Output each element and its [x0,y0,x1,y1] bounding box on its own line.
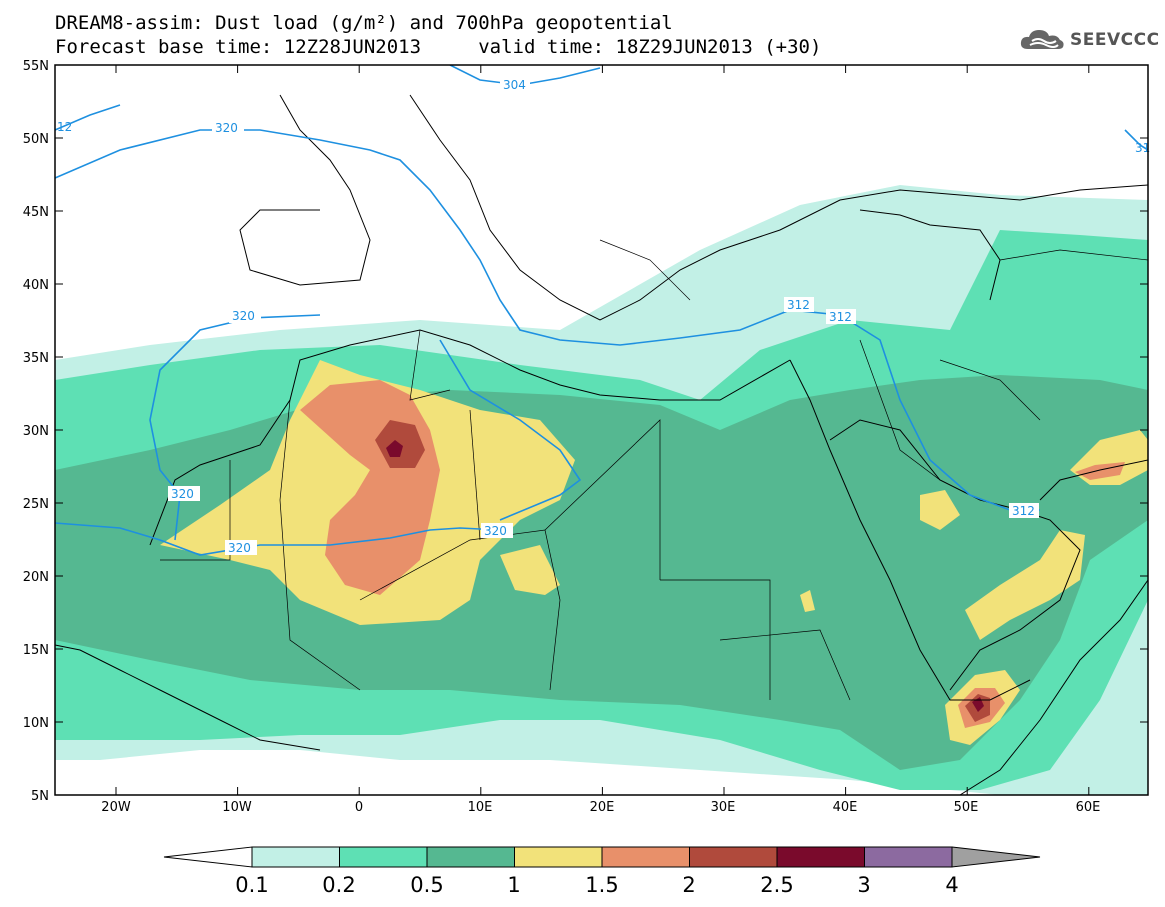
colorbar-label: 4 [945,873,958,897]
lon-label: 20E [590,800,615,815]
lat-label: 20N [23,570,49,585]
contour-label: 31 [1135,141,1150,155]
lat-label: 10N [23,716,49,731]
lat-label: 15N [23,643,49,658]
dust-field [55,65,1148,795]
latitude-labels: 55N 50N 45N 40N 35N 30N 25N 20N 15N 10N … [23,59,49,804]
colorbar-box [601,846,690,868]
colorbar-low-arrow [163,846,253,868]
lat-label: 40N [23,278,49,293]
lat-label: 35N [23,351,49,366]
colorbar-boxes [251,846,953,868]
colorbar-label: 1 [507,873,520,897]
contour-label: 312 [829,310,852,324]
lon-label: 40E [833,800,858,815]
colorbar-high-arrow [951,846,1041,868]
lat-label: 55N [23,59,49,74]
colorbar-box [689,846,778,868]
colorbar: 0.1 0.2 0.5 1 1.5 2 2.5 3 4 [163,846,1041,897]
logo-text: SEEVCCC [1070,30,1160,50]
colorbar-box [339,846,428,868]
colorbar-label: 0.1 [235,873,268,897]
seevccc-logo: SEEVCCC [1018,27,1160,53]
contour-label: 320 [215,121,238,135]
lat-label: 50N [23,132,49,147]
lon-label: 10E [468,800,493,815]
colorbar-box [776,846,865,868]
colorbar-box [864,846,953,868]
lat-label: 25N [23,497,49,512]
colorbar-box [426,846,515,868]
lon-label: 0 [355,800,363,815]
axis-ticks [55,64,1148,796]
map-title: DREAM8-assim: Dust load (g/m²) and 700hP… [55,12,673,34]
colorbar-label: 0.5 [410,873,443,897]
lat-label: 5N [31,789,49,804]
lat-label: 45N [23,205,49,220]
contour-label: 312 [787,298,810,312]
country-borders [160,239,1148,701]
lon-label: 30E [711,800,736,815]
dust-level-2.5 [386,440,403,457]
colorbar-label: 1.5 [585,873,618,897]
contour-label: 320 [171,487,194,501]
contour-label: 320 [484,524,507,538]
lon-label: 10W [222,800,252,815]
cloud-icon [1020,30,1064,49]
lon-label: 20W [101,800,131,815]
forecast-time-line: Forecast base time: 12Z28JUN2013 valid t… [55,36,822,58]
contour-labels: 304 312 320 320 320 320 320 312 312 12 3… [57,77,1150,555]
colorbar-label: 0.2 [322,873,355,897]
lat-label: 30N [23,424,49,439]
lon-label: 50E [954,800,979,815]
colorbar-label: 3 [857,873,870,897]
contour-label: 320 [228,541,251,555]
colorbar-label: 2.5 [760,873,793,897]
contour-label: 320 [232,309,255,323]
colorbar-box [514,846,603,868]
longitude-labels: 20W 10W 0 10E 20E 30E 40E 50E 60E [101,800,1100,815]
contour-label: 304 [503,78,526,92]
colorbar-box [251,846,340,868]
contour-label: 12 [57,120,72,134]
contour-label: 312 [1012,504,1035,518]
colorbar-label: 2 [682,873,695,897]
lon-label: 60E [1076,800,1101,815]
